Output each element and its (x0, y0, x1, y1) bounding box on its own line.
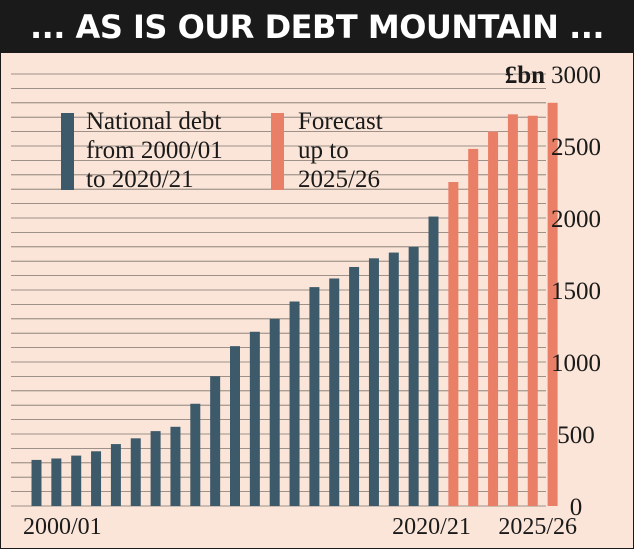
legend-label: to 2020/21 (86, 166, 194, 193)
forecast-bar (448, 182, 459, 506)
y-tick-label: 3000 (551, 62, 601, 89)
debt-bar (309, 287, 320, 506)
legend-swatch-forecast (271, 113, 284, 190)
y-unit-label: £bn (505, 62, 545, 89)
debt-bar (110, 444, 121, 506)
y-tick-label: 2000 (551, 206, 601, 233)
debt-bar (31, 459, 42, 506)
y-tick-label: 0 (570, 494, 583, 521)
y-tick-label: 2500 (551, 134, 601, 161)
debt-bar (269, 318, 280, 506)
debt-bar (230, 346, 240, 506)
legend-label: 2025/26 (298, 166, 380, 193)
y-tick-label: 500 (557, 422, 595, 449)
legend-label: Forecast (298, 108, 383, 135)
y-tick-label: 1000 (551, 350, 601, 377)
debt-bar (91, 451, 102, 506)
debt-bar (170, 426, 181, 506)
x-tick-label: 2020/21 (392, 514, 471, 540)
chart-title: ... AS IS OUR DEBT MOUNTAIN ... (1, 1, 633, 53)
forecast-bar (547, 102, 558, 507)
debt-bar (368, 258, 379, 506)
y-tick-label: 1500 (551, 278, 601, 305)
debt-bar (249, 331, 260, 506)
debt-bar (71, 455, 82, 506)
debt-bar (329, 278, 340, 506)
debt-bar (289, 301, 300, 506)
debt-bar (428, 216, 439, 506)
legend-swatch-debt (61, 113, 74, 190)
debt-bar (388, 252, 399, 506)
debt-bar (130, 438, 141, 506)
forecast-bar (488, 131, 499, 506)
x-tick-label: 2000/01 (23, 514, 102, 540)
legend-label: up to (298, 137, 349, 164)
forecast-bar (468, 148, 479, 506)
debt-bar (349, 266, 360, 506)
y-axis: 0 500 1000 1500 2000 2500 £bn 3000 (505, 62, 601, 521)
legend-label: from 2000/01 (86, 137, 223, 164)
bars (31, 102, 558, 507)
legend-label: National debt (86, 108, 221, 135)
debt-bar (190, 403, 201, 506)
debt-bar (150, 431, 161, 506)
forecast-bar (527, 115, 538, 506)
debt-bar (210, 376, 221, 506)
forecast-bar (507, 114, 518, 506)
x-tick-label: 2025/26 (498, 514, 577, 540)
debt-bar (51, 458, 62, 506)
debt-bar (408, 246, 419, 507)
x-axis: 2000/01 2020/21 2025/26 (23, 514, 577, 540)
